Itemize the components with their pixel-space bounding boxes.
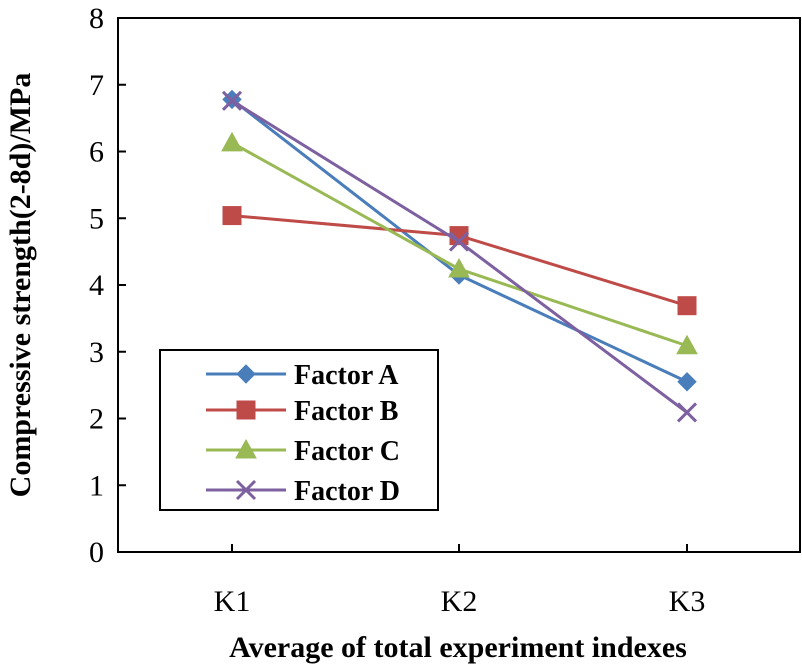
y-tick-label: 3	[89, 336, 104, 369]
legend-swatch-marker	[236, 364, 256, 384]
data-point-factor-b	[677, 296, 697, 316]
y-tick-label: 0	[89, 536, 104, 569]
y-tick-label: 4	[89, 269, 104, 302]
legend-items: Factor A Factor B Factor C Factor D	[206, 360, 400, 507]
legend: Factor A Factor B Factor C Factor D	[159, 349, 439, 511]
y-axis: 0 1 2 3 4 5 6 7 8	[89, 2, 126, 569]
series-factor-c	[221, 131, 698, 355]
legend-swatch-marker	[236, 400, 256, 420]
legend-swatch-marker	[235, 479, 257, 501]
legend-label: Factor B	[294, 396, 398, 427]
legend-label: Factor D	[294, 476, 400, 507]
data-point-factor-d-stroke	[221, 90, 243, 111]
data-point-factor-d-stroke	[676, 402, 698, 423]
data-point-factor-c	[221, 131, 243, 152]
x-tick-label: K1	[214, 585, 251, 618]
legend-item-factor-c: Factor C	[206, 436, 400, 467]
series-factor-d	[221, 90, 698, 423]
x-axis-title: Average of total experiment indexes	[229, 631, 687, 664]
data-point-factor-d	[221, 90, 243, 111]
y-tick-label: 7	[89, 69, 104, 102]
legend-item-factor-b: Factor B	[206, 396, 398, 427]
y-tick-label: 5	[89, 202, 104, 235]
x-axis: K1 K2 K3	[214, 544, 706, 618]
legend-item-factor-a: Factor A	[206, 360, 399, 391]
series-factor-b	[222, 206, 697, 316]
legend-box	[159, 349, 439, 511]
y-tick-label: 2	[89, 403, 104, 436]
x-tick-label: K2	[441, 585, 478, 618]
legend-label: Factor C	[294, 436, 400, 467]
legend-swatch-marker-stroke	[235, 479, 257, 501]
data-point-factor-a	[677, 372, 697, 392]
y-tick-label: 6	[89, 136, 104, 169]
data-point-factor-d	[676, 402, 698, 423]
data-point-factor-b	[222, 206, 242, 226]
y-axis-title: Compressive strength(2-8d)/MPa	[4, 73, 37, 498]
x-tick-label: K3	[669, 585, 706, 618]
data-point-factor-c	[448, 257, 470, 278]
data-point-factor-c	[676, 334, 698, 355]
series-layer	[221, 89, 698, 423]
y-tick-label: 8	[89, 2, 104, 35]
legend-label: Factor A	[294, 360, 399, 391]
legend-item-factor-d: Factor D	[206, 476, 400, 507]
data-point-factor-d-stroke	[448, 231, 470, 252]
y-tick-label: 1	[89, 469, 104, 502]
legend-swatch-marker	[235, 438, 257, 459]
data-point-factor-d	[448, 231, 470, 252]
